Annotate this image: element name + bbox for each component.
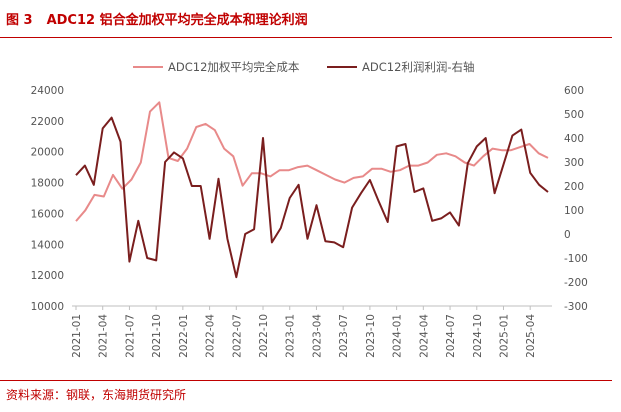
y-right-tick-label: 500 <box>564 109 584 121</box>
x-tick-label: 2022-07 <box>231 314 243 358</box>
x-tick-label: 2022-01 <box>178 314 190 358</box>
y-left-tick-label: 22000 <box>31 116 64 128</box>
source-note: 资料来源：钢联，东海期货研究所 <box>6 388 187 402</box>
y-left-tick-label: 18000 <box>31 178 64 190</box>
x-tick-label: 2024-04 <box>418 314 430 358</box>
y-left-tick-label: 20000 <box>31 147 64 159</box>
figure-title: 图 3 ADC12 铝合金加权平均完全成本和理论利润 <box>6 9 308 28</box>
x-tick-label: 2024-07 <box>445 314 457 358</box>
x-tick-label: 2021-10 <box>151 314 163 358</box>
x-axis: 2021-01 2021-04 2021-07 2021-10 2022-01 2022-… <box>71 306 537 358</box>
y-left-tick-label: 12000 <box>31 270 64 282</box>
y-right-tick-label: 300 <box>564 157 584 169</box>
x-tick-label: 2023-04 <box>311 314 323 358</box>
legend-label-cost: ADC12加权平均完全成本 <box>168 60 300 74</box>
figure-caption: ADC12 铝合金加权平均完全成本和理论利润 <box>46 13 308 28</box>
legend-label-profit: ADC12利润利润-右轴 <box>362 60 475 74</box>
series-line-cost <box>75 101 549 222</box>
y-right-tick-label: -100 <box>564 253 588 265</box>
y-left-tick-label: 10000 <box>31 301 64 313</box>
x-tick-label: 2023-07 <box>338 314 350 358</box>
x-tick-label: 2023-01 <box>285 314 297 358</box>
y-axis-right: -300 -200 -100 0 100 200 300 400 500 600 <box>564 85 588 313</box>
title-divider <box>0 37 612 38</box>
y-right-tick-label: -300 <box>564 301 588 313</box>
x-tick-label: 2025-04 <box>525 314 537 358</box>
x-tick-label: 2024-10 <box>472 314 484 358</box>
y-right-tick-label: 100 <box>564 205 584 217</box>
y-right-tick-label: 200 <box>564 181 584 193</box>
source-divider <box>0 380 612 381</box>
series-line-profit <box>75 116 549 279</box>
y-left-tick-label: 16000 <box>31 208 64 220</box>
y-right-tick-label: 0 <box>564 229 571 241</box>
x-tick-label: 2022-10 <box>258 314 270 358</box>
x-tick-label: 2021-01 <box>71 314 83 358</box>
y-right-tick-label: 400 <box>564 133 584 145</box>
chart-legend: ADC12加权平均完全成本 ADC12利润利润-右轴 <box>133 60 475 74</box>
x-tick-label: 2024-01 <box>392 314 404 358</box>
y-axis-left: 10000 12000 14000 16000 18000 20000 22000 24000 <box>31 85 64 313</box>
x-tick-label: 2023-10 <box>365 314 377 358</box>
y-right-tick-label: 600 <box>564 85 584 97</box>
x-tick-label: 2021-07 <box>124 314 136 358</box>
y-left-tick-label: 24000 <box>31 85 64 97</box>
y-left-tick-label: 14000 <box>31 239 64 251</box>
x-tick-label: 2022-04 <box>205 314 217 358</box>
y-right-tick-label: -200 <box>564 277 588 289</box>
x-tick-label: 2021-04 <box>98 314 110 358</box>
x-tick-label: 2025-01 <box>498 314 510 358</box>
figure-label: 图 3 <box>6 13 33 28</box>
